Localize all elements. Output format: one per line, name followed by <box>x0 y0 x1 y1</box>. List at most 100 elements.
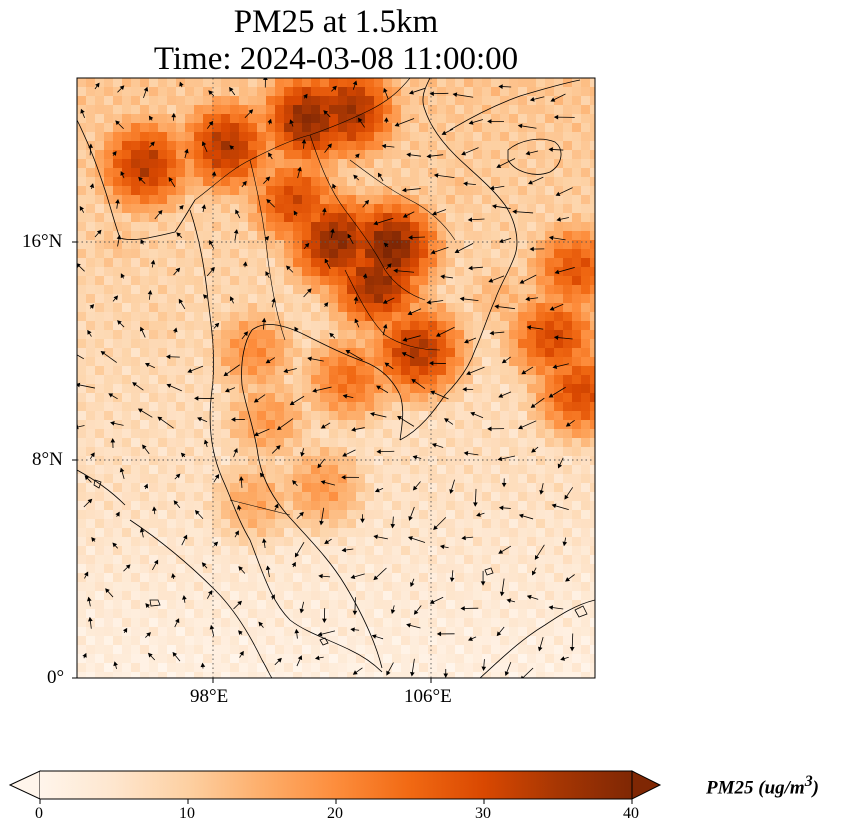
pm25-cell <box>149 276 159 286</box>
wind-vector-head <box>430 390 436 395</box>
pm25-cell <box>140 510 150 520</box>
pm25-cell <box>329 456 339 466</box>
pm25-cell <box>527 663 537 673</box>
pm25-cell <box>212 213 222 223</box>
wind-vector-head <box>180 452 186 458</box>
pm25-cell <box>167 591 177 601</box>
pm25-cell <box>554 177 564 187</box>
pm25-cell <box>473 231 483 241</box>
pm25-cell <box>473 591 483 601</box>
pm25-cell <box>392 510 402 520</box>
pm25-cell <box>167 375 177 385</box>
pm25-cell <box>545 249 555 259</box>
wind-vector-head <box>100 350 106 356</box>
pm25-cell <box>122 87 132 97</box>
pm25-cell <box>203 312 213 322</box>
pm25-cell <box>356 267 366 277</box>
wind-vector-head <box>488 278 494 283</box>
wind-vector-head <box>300 452 305 457</box>
pm25-cell <box>401 366 411 376</box>
wind-vector-head <box>91 537 96 542</box>
pm25-cell <box>230 501 240 511</box>
pm25-cell <box>365 636 375 646</box>
pm25-cell <box>176 447 186 457</box>
pm25-cell <box>392 168 402 178</box>
pm25-cell <box>500 222 510 232</box>
pm25-cell <box>491 105 501 115</box>
pm25-cell <box>185 330 195 340</box>
pm25-cell <box>464 573 474 583</box>
pm25-cell <box>266 159 276 169</box>
pm25-cell <box>239 186 249 196</box>
wind-vector-head <box>402 337 408 342</box>
pm25-cell <box>536 249 546 259</box>
pm25-cell <box>446 285 456 295</box>
wind-vector-head <box>529 246 534 252</box>
pm25-cell <box>572 411 582 421</box>
pm25-cell <box>221 141 231 151</box>
pm25-cell <box>140 672 150 678</box>
pm25-cell <box>482 366 492 376</box>
pm25-cell <box>86 240 96 250</box>
pm25-cell <box>131 438 141 448</box>
pm25-cell <box>266 114 276 124</box>
pm25-cell <box>122 645 132 655</box>
pm25-cell <box>167 114 177 124</box>
pm25-cell <box>383 96 393 106</box>
map-frame <box>76 77 596 679</box>
pm25-cell <box>473 150 483 160</box>
pm25-cell <box>554 321 564 331</box>
pm25-cell <box>518 195 528 205</box>
pm25-cell <box>554 186 564 196</box>
pm25-cell <box>158 339 168 349</box>
wind-vector-head <box>412 455 418 460</box>
wind-vector-head <box>354 318 359 324</box>
wind-vector-head <box>565 577 570 582</box>
pm25-cell <box>590 168 595 178</box>
wind-vector-head <box>77 382 81 388</box>
pm25-cell <box>149 294 159 304</box>
pm25-cell <box>527 186 537 196</box>
pm25-cell <box>545 96 555 106</box>
pm25-cell <box>122 420 132 430</box>
pm25-cell <box>284 249 294 259</box>
pm25-cell <box>302 447 312 457</box>
pm25-cell <box>311 474 321 484</box>
pm25-cell <box>203 483 213 493</box>
pm25-cell <box>347 294 357 304</box>
pm25-cell <box>320 240 330 250</box>
pm25-cell <box>428 114 438 124</box>
pm25-cell <box>527 78 537 88</box>
pm25-cell <box>149 618 159 628</box>
pm25-cell <box>293 564 303 574</box>
pm25-cell <box>131 447 141 457</box>
pm25-cell <box>329 348 339 358</box>
pm25-cell <box>563 222 573 232</box>
pm25-cell <box>518 249 528 259</box>
pm25-cell <box>275 294 285 304</box>
pm25-cell <box>455 456 465 466</box>
wind-vector-head <box>462 386 467 392</box>
pm25-cell <box>149 663 159 673</box>
pm25-cell <box>401 312 411 322</box>
pm25-cell <box>266 474 276 484</box>
pm25-cell <box>554 546 564 556</box>
pm25-cell <box>446 159 456 169</box>
pm25-cell <box>212 555 222 565</box>
pm25-cell <box>239 483 249 493</box>
wind-vector-head <box>165 354 171 360</box>
pm25-cell <box>122 537 132 547</box>
pm25-cell <box>149 519 159 529</box>
pm25-cell <box>203 105 213 115</box>
pm25-cell <box>401 438 411 448</box>
pm25-cell <box>491 672 501 678</box>
pm25-cell <box>455 420 465 430</box>
pm25-cell <box>122 249 132 259</box>
pm25-cell <box>239 618 249 628</box>
pm25-cell <box>203 474 213 484</box>
wind-vector-head <box>200 662 206 668</box>
wind-vector-head <box>235 209 240 215</box>
pm25-cell <box>410 195 420 205</box>
pm25-cell <box>275 510 285 520</box>
pm25-cell <box>509 420 519 430</box>
